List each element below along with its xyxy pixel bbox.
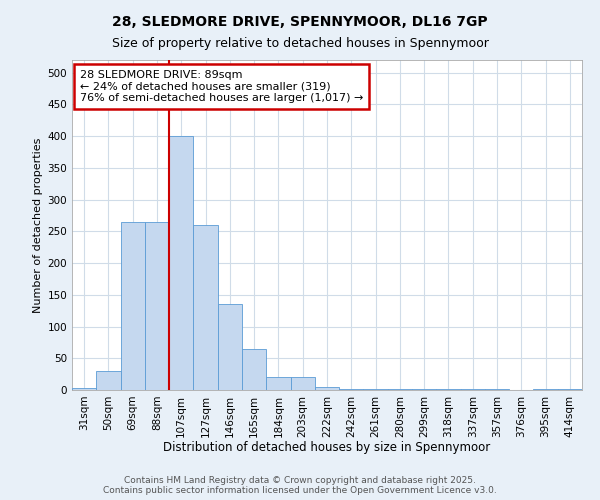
Text: 28 SLEDMORE DRIVE: 89sqm
← 24% of detached houses are smaller (319)
76% of semi-: 28 SLEDMORE DRIVE: 89sqm ← 24% of detach… <box>80 70 363 103</box>
Bar <box>96 371 121 390</box>
Bar <box>218 304 242 390</box>
Bar <box>145 222 169 390</box>
Bar <box>121 222 145 390</box>
Bar <box>339 388 364 390</box>
X-axis label: Distribution of detached houses by size in Spennymoor: Distribution of detached houses by size … <box>163 441 491 454</box>
Bar <box>193 225 218 390</box>
Bar <box>290 378 315 390</box>
Text: Contains HM Land Registry data © Crown copyright and database right 2025.
Contai: Contains HM Land Registry data © Crown c… <box>103 476 497 495</box>
Y-axis label: Number of detached properties: Number of detached properties <box>33 138 43 312</box>
Bar <box>242 349 266 390</box>
Bar <box>315 387 339 390</box>
Text: 28, SLEDMORE DRIVE, SPENNYMOOR, DL16 7GP: 28, SLEDMORE DRIVE, SPENNYMOOR, DL16 7GP <box>112 15 488 29</box>
Bar <box>72 388 96 390</box>
Bar <box>169 136 193 390</box>
Text: Size of property relative to detached houses in Spennymoor: Size of property relative to detached ho… <box>112 38 488 51</box>
Bar <box>266 378 290 390</box>
